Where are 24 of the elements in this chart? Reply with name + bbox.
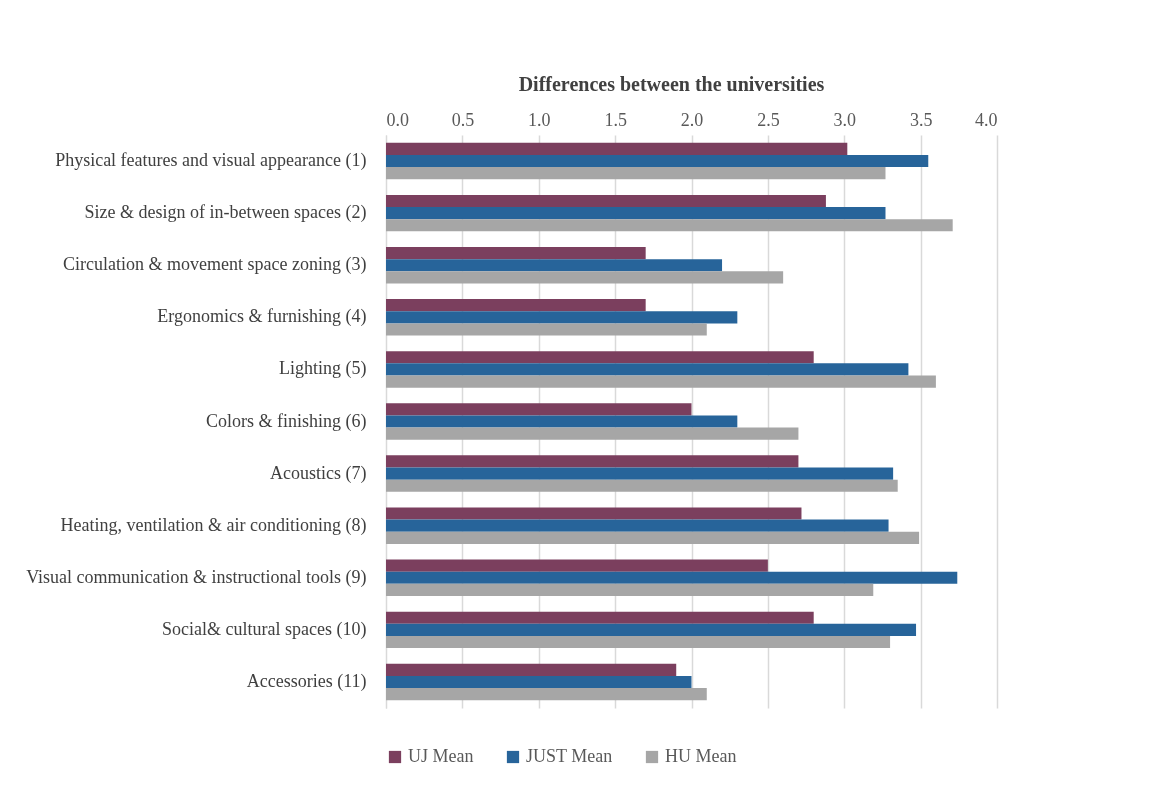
x-tick-label: 0.0 (386, 109, 409, 130)
y-tick-label: Heating, ventilation & air conditioning (8) (60, 514, 367, 536)
y-tick-label: Physical features and visual appearance (1) (55, 150, 367, 172)
x-tick-label: 4.0 (975, 109, 998, 130)
x-tick-label: 2.5 (757, 109, 780, 130)
x-tick-label: 3.0 (833, 109, 856, 130)
y-tick-label: Social& cultural spaces (10) (162, 618, 367, 640)
y-tick-label: Colors & finishing (6) (206, 410, 367, 432)
y-tick-label: Visual communication & instructional tools (9) (26, 566, 367, 588)
x-tick-label: 1.0 (528, 109, 551, 130)
legend-label: JUST Mean (526, 746, 613, 766)
legend-label: UJ Mean (408, 746, 474, 766)
y-tick-label: Ergonomics & furnishing (4) (157, 306, 367, 328)
y-tick-label: Acoustics (7) (270, 462, 367, 484)
chart-title: Differences between the universities (518, 73, 825, 95)
y-tick-label: Lighting (5) (279, 358, 367, 380)
x-tick-label: 0.5 (451, 109, 475, 130)
y-tick-label: Accessories (11) (246, 670, 367, 692)
x-tick-label: 1.5 (604, 109, 627, 130)
y-tick-label: Size & design of in-between spaces (2) (84, 202, 367, 224)
x-tick-label: 3.5 (909, 109, 933, 130)
y-tick-label: Circulation & movement space zoning (3) (63, 254, 367, 276)
x-tick-label: 2.0 (680, 109, 704, 130)
legend-label: HU Mean (665, 746, 737, 766)
